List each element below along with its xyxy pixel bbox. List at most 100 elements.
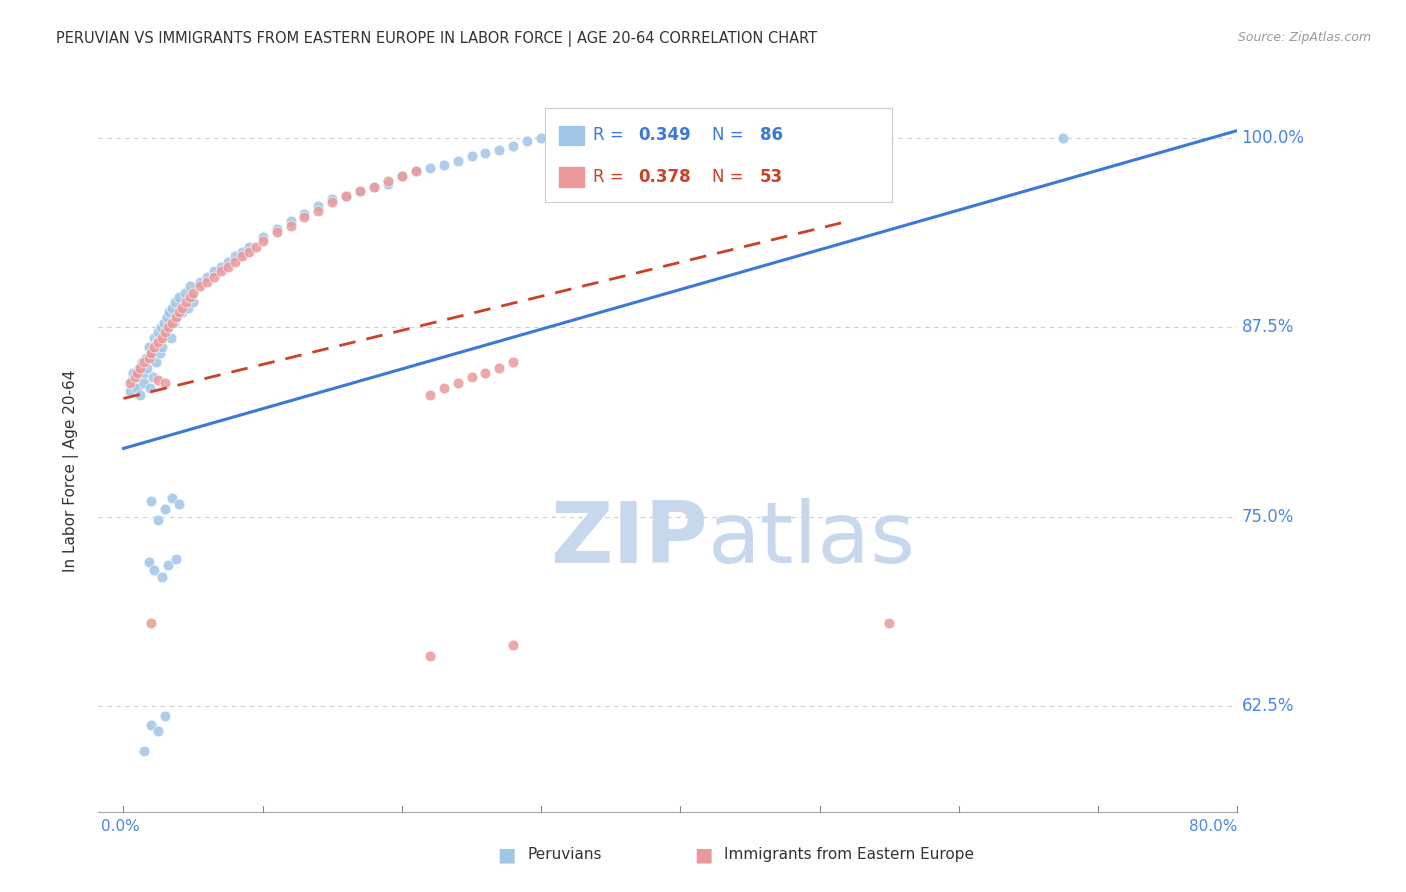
Point (1052, 131, 1074, 145)
Point (217, 260, 239, 274)
Text: PERUVIAN VS IMMIGRANTS FROM EASTERN EUROPE IN LABOR FORCE | AGE 20-64 CORRELATIO: PERUVIAN VS IMMIGRANTS FROM EASTERN EURO… (56, 31, 817, 47)
Point (252, 229, 274, 244)
Point (349, 184, 371, 198)
Point (195, 275, 218, 289)
Point (141, 494, 163, 508)
Point (148, 512, 170, 526)
Point (179, 290, 201, 304)
Point (419, 648, 441, 663)
Point (138, 340, 160, 354)
Point (159, 305, 181, 319)
Point (155, 376, 177, 391)
Point (148, 325, 170, 339)
Point (138, 555, 160, 569)
Point (294, 210, 316, 224)
Text: 80.0%: 80.0% (1189, 819, 1237, 834)
Point (138, 351, 160, 365)
Point (124, 376, 146, 391)
Point (165, 552, 187, 566)
Point (231, 244, 253, 259)
Point (125, 370, 148, 384)
Point (294, 207, 316, 221)
Point (377, 173, 399, 187)
Point (181, 294, 204, 309)
Point (195, 270, 218, 285)
Point (176, 301, 198, 315)
Point (121, 373, 143, 387)
Point (152, 340, 174, 354)
Point (139, 381, 162, 395)
Point (148, 335, 170, 350)
Point (165, 310, 187, 324)
Text: ■: ■ (496, 845, 516, 864)
Point (143, 331, 166, 345)
Point (405, 164, 427, 178)
Text: ■: ■ (693, 845, 713, 864)
Text: N =: N = (713, 127, 749, 145)
Point (157, 320, 180, 334)
Point (460, 149, 482, 163)
Point (405, 164, 427, 178)
FancyBboxPatch shape (546, 108, 891, 202)
Point (474, 366, 496, 380)
Text: atlas: atlas (709, 498, 917, 581)
Point (544, 131, 567, 145)
Text: 62.5%: 62.5% (1241, 697, 1294, 714)
Point (143, 562, 166, 576)
Point (433, 158, 456, 172)
Point (153, 316, 176, 330)
Point (202, 270, 225, 285)
Point (170, 305, 193, 319)
Point (224, 255, 246, 269)
Point (363, 179, 385, 194)
Point (419, 161, 441, 176)
Point (127, 381, 149, 395)
Point (145, 355, 167, 369)
Point (156, 310, 179, 324)
Bar (560, 126, 585, 145)
Point (124, 370, 146, 384)
Point (516, 134, 538, 148)
Point (280, 214, 302, 228)
Point (307, 199, 329, 213)
Point (134, 355, 156, 369)
Point (127, 366, 149, 380)
Point (141, 346, 163, 360)
Point (181, 285, 204, 300)
Text: R =: R = (593, 168, 628, 186)
Point (141, 718, 163, 732)
Text: Source: ZipAtlas.com: Source: ZipAtlas.com (1237, 31, 1371, 45)
Point (157, 558, 180, 572)
Point (142, 370, 165, 384)
Text: 75.0%: 75.0% (1241, 508, 1294, 525)
Point (433, 381, 456, 395)
Point (530, 131, 553, 145)
Point (209, 260, 232, 274)
Point (307, 203, 329, 218)
Text: R =: R = (593, 127, 628, 145)
Point (160, 316, 183, 330)
Text: Immigrants from Eastern Europe: Immigrants from Eastern Europe (724, 847, 974, 862)
Point (129, 361, 152, 376)
Point (446, 153, 468, 168)
Point (217, 255, 239, 269)
Point (238, 244, 260, 259)
Point (391, 169, 413, 183)
Point (135, 351, 157, 365)
Point (245, 240, 267, 254)
Text: 0.0%: 0.0% (101, 819, 141, 834)
Text: In Labor Force | Age 20-64: In Labor Force | Age 20-64 (63, 370, 79, 573)
Point (132, 368, 155, 382)
Point (877, 615, 900, 630)
Point (155, 709, 177, 723)
Text: N =: N = (713, 168, 749, 186)
Point (167, 498, 190, 512)
Point (148, 373, 170, 387)
Point (167, 290, 190, 304)
Point (131, 355, 153, 369)
Point (238, 240, 260, 254)
Point (122, 366, 145, 380)
Point (128, 361, 150, 376)
Point (155, 502, 177, 516)
Point (209, 264, 232, 278)
